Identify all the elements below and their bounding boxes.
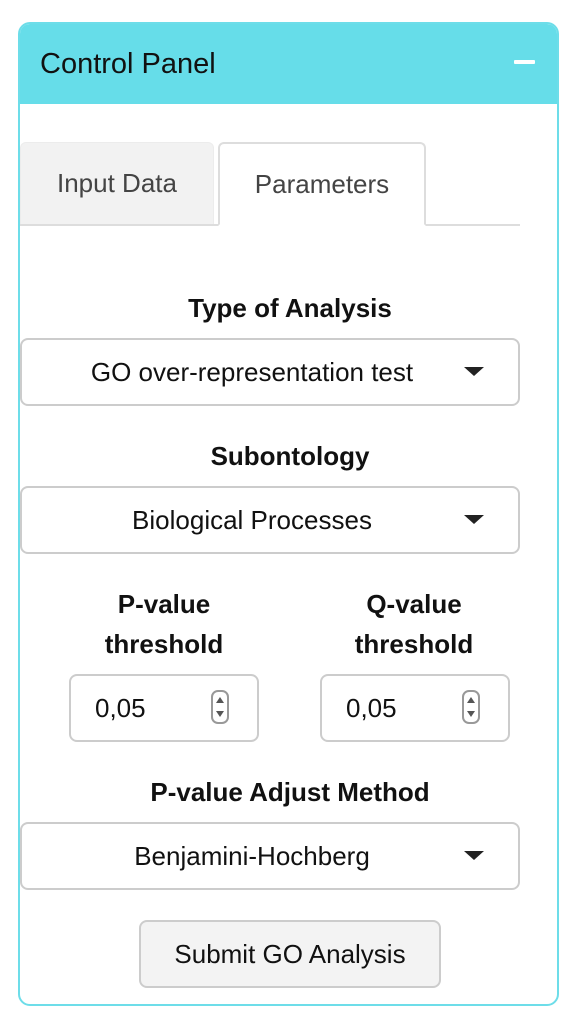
- minus-icon: [514, 60, 535, 64]
- pvalue-threshold-value: 0,05: [95, 693, 146, 723]
- analysis-type-value: GO over-representation test: [90, 357, 414, 387]
- collapse-button[interactable]: [511, 48, 539, 76]
- qvalue-threshold-input[interactable]: 0,05: [320, 674, 510, 742]
- pvalue-label-line2: threshold: [104, 629, 224, 659]
- pvalue-threshold-input[interactable]: 0,05: [69, 674, 259, 742]
- adjust-method-label: P-value Adjust Method: [150, 777, 430, 807]
- pvalue-threshold-label: P-value threshold: [64, 584, 264, 664]
- pvalue-label-line1: P-value: [117, 589, 211, 619]
- analysis-type-label: Type of Analysis: [188, 293, 392, 323]
- spinner-up-icon: [216, 697, 224, 703]
- tab-input-data[interactable]: Input Data: [20, 142, 214, 224]
- qvalue-threshold-value: 0,05: [346, 693, 397, 723]
- caret-down-icon: [464, 851, 484, 860]
- spinner-icon[interactable]: [211, 690, 229, 724]
- caret-down-icon: [464, 515, 484, 524]
- analysis-type-select[interactable]: GO over-representation test: [20, 338, 520, 406]
- submit-go-analysis-button[interactable]: Submit GO Analysis: [139, 920, 441, 988]
- spinner-up-icon: [467, 697, 475, 703]
- spinner-down-icon: [216, 711, 224, 717]
- spinner-icon[interactable]: [462, 690, 480, 724]
- panel-title: Control Panel: [40, 48, 216, 80]
- adjust-method-select[interactable]: Benjamini-Hochberg: [20, 822, 520, 890]
- subontology-select[interactable]: Biological Processes: [20, 486, 520, 554]
- tab-parameters[interactable]: Parameters: [218, 142, 426, 226]
- panel-header: Control Panel: [20, 24, 557, 104]
- adjust-method-value: Benjamini-Hochberg: [134, 841, 370, 871]
- tab-bar: Input Data Parameters: [20, 142, 520, 226]
- qvalue-label-line2: threshold: [354, 629, 474, 659]
- qvalue-threshold-label: Q-value threshold: [314, 584, 514, 664]
- subontology-value: Biological Processes: [132, 505, 372, 535]
- subontology-label: Subontology: [210, 441, 370, 471]
- spinner-down-icon: [467, 711, 475, 717]
- qvalue-label-line1: Q-value: [366, 589, 462, 619]
- caret-down-icon: [464, 367, 484, 376]
